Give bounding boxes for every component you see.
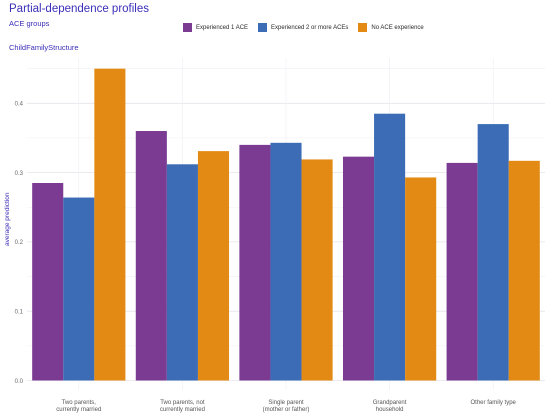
bar	[477, 124, 509, 381]
bar	[270, 142, 302, 381]
y-tick-label: 0.4	[15, 102, 24, 108]
y-tick-label: 0.1	[15, 310, 24, 316]
bar	[342, 156, 375, 381]
panel-label: ChildFamilyStructure	[9, 43, 79, 52]
y-tick-label: 0.2	[15, 240, 24, 246]
legend-label-1-ace: Experienced 1 ACE	[196, 24, 249, 31]
legend-item-1-ace: Experienced 1 ACE	[183, 23, 248, 32]
legend-item-no-ace: No ACE experience	[358, 23, 424, 32]
bar	[508, 160, 540, 381]
legend: Experienced 1 ACE Experienced 2 or more …	[183, 23, 424, 32]
y-tick-label: 0.0	[15, 379, 24, 385]
bar	[135, 131, 167, 381]
legend-label-no-ace: No ACE experience	[371, 24, 424, 31]
legend-swatch-2-plus-aces	[258, 23, 268, 32]
legend-label-2-plus-aces: Experienced 2 or more ACEs	[271, 24, 349, 31]
bar	[374, 113, 406, 381]
legend-swatch-1-ace	[183, 23, 192, 32]
x-tick-label: Two parents, currently married	[56, 400, 101, 413]
bar	[32, 182, 64, 381]
x-tick-label: Other family type	[471, 400, 517, 406]
x-tick-label: Single parent (mother or father)	[263, 400, 310, 413]
legend-swatch-no-ace	[358, 23, 368, 32]
bar	[446, 162, 478, 381]
bar	[166, 164, 198, 381]
bar	[239, 144, 271, 381]
x-tick-label: Grandparent household	[373, 400, 407, 413]
legend-item-2-plus-aces: Experienced 2 or more ACEs	[258, 23, 348, 32]
chart-subtitle: ACE groups	[9, 19, 50, 28]
y-tick-label: 0.3	[15, 171, 24, 177]
chart-title: Partial-dependence profiles	[9, 3, 150, 15]
bar	[301, 159, 333, 381]
y-axis-label: average prediction	[4, 192, 11, 246]
bar	[94, 68, 126, 381]
bar	[405, 177, 437, 381]
bar	[63, 197, 95, 381]
bar	[197, 151, 230, 381]
x-tick-label: Two parents, not currently married	[160, 400, 205, 413]
